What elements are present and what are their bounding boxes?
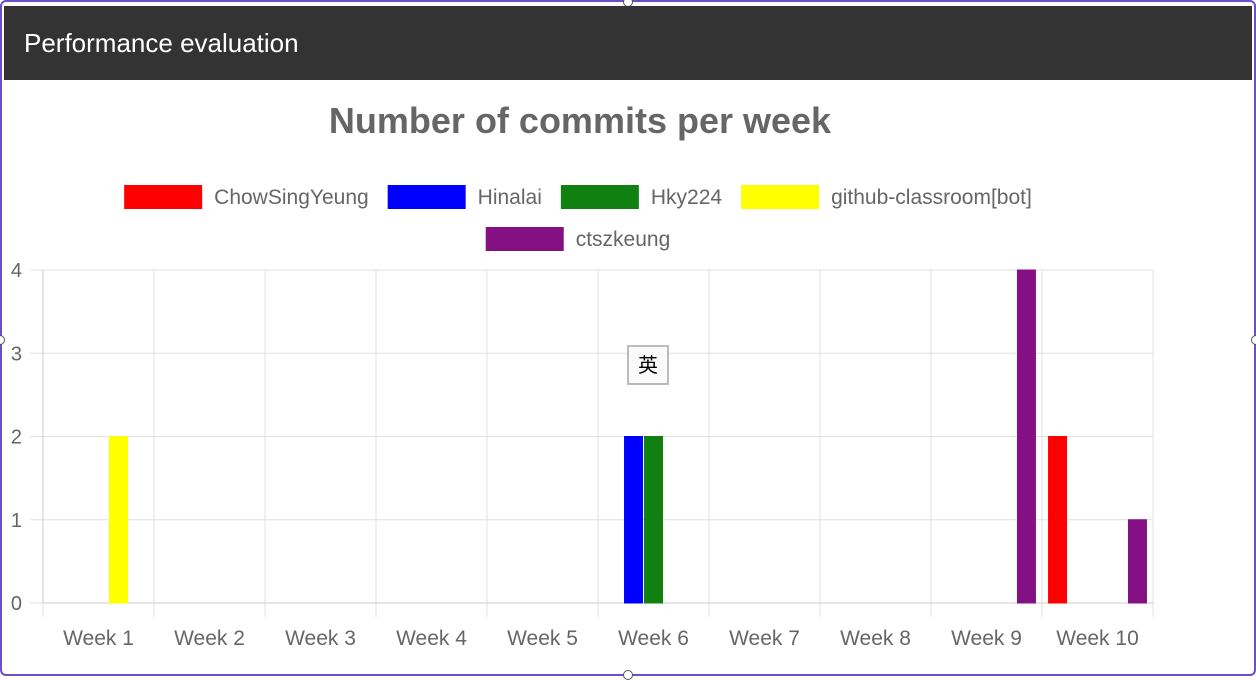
chart-title: Number of commits per week xyxy=(328,100,832,141)
x-tick-label: Week 8 xyxy=(840,627,911,650)
x-tick-label: Week 1 xyxy=(63,627,134,650)
y-tick-label: 1 xyxy=(11,510,22,532)
input-method-badge[interactable]: 英 xyxy=(627,345,669,385)
bar-ctszkeung xyxy=(1127,519,1147,604)
bar-github-classroom-bot- xyxy=(108,436,128,604)
legend-label: Hky224 xyxy=(651,186,723,209)
legend-swatch xyxy=(741,185,820,209)
bar-chowsingyeung xyxy=(1048,436,1068,604)
x-tick-label: Week 5 xyxy=(507,627,578,650)
y-tick-label: 2 xyxy=(11,427,22,449)
legend-swatch xyxy=(485,227,564,251)
resize-handle-right[interactable] xyxy=(1251,335,1256,345)
legend-swatch xyxy=(387,185,466,209)
x-tick-label: Week 9 xyxy=(951,627,1022,650)
bar-hky224 xyxy=(644,436,663,604)
legend-swatch xyxy=(560,185,639,209)
y-tick-label: 3 xyxy=(11,343,22,365)
x-tick-label: Week 10 xyxy=(1056,627,1139,650)
legend-label: ctszkeung xyxy=(576,228,671,251)
y-tick-label: 0 xyxy=(11,593,22,615)
bar-hinalai xyxy=(624,436,644,604)
bar-ctszkeung xyxy=(1016,269,1036,604)
x-tick-label: Week 3 xyxy=(285,627,356,650)
x-tick-label: Week 2 xyxy=(174,627,245,650)
legend-label: ChowSingYeung xyxy=(214,186,369,209)
x-tick-label: Week 7 xyxy=(729,627,800,650)
legend-swatch xyxy=(124,185,203,209)
panel-title: Performance evaluation xyxy=(24,28,299,58)
legend-label: github-classroom[bot] xyxy=(831,186,1032,209)
panel-header: Performance evaluation xyxy=(4,6,1252,80)
x-tick-label: Week 6 xyxy=(618,627,689,650)
x-tick-label: Week 4 xyxy=(396,627,467,650)
legend-label: Hinalai xyxy=(478,186,542,209)
y-tick-label: 4 xyxy=(11,260,22,282)
